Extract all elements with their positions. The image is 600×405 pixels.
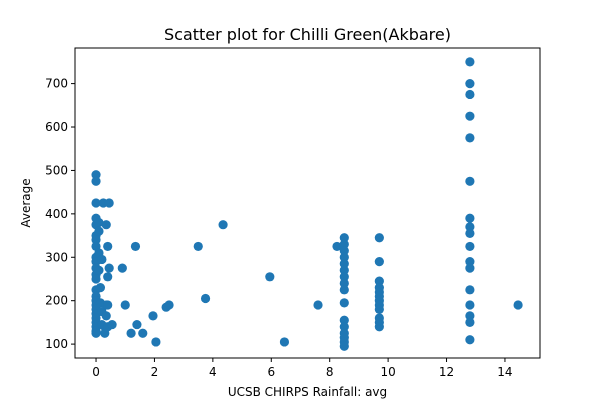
data-point	[339, 272, 349, 282]
y-axis-label: Average	[19, 178, 33, 227]
y-tick-label: 300	[45, 250, 68, 264]
data-point	[339, 285, 349, 295]
data-point	[374, 233, 384, 243]
data-point	[148, 311, 158, 321]
y-tick-label: 400	[45, 207, 68, 221]
data-point	[339, 239, 349, 249]
data-point	[138, 328, 148, 338]
data-point	[374, 276, 384, 286]
data-point	[339, 233, 349, 243]
data-point	[465, 241, 475, 252]
data-point	[91, 170, 101, 180]
data-point	[374, 304, 384, 314]
y-tick-label: 700	[45, 77, 68, 91]
data-point	[339, 341, 349, 351]
data-point	[91, 235, 101, 245]
data-point	[104, 198, 114, 208]
data-point	[465, 335, 475, 345]
data-point	[104, 263, 114, 273]
data-point	[339, 259, 349, 269]
chart-title: Scatter plot for Chilli Green(Akbare)	[164, 25, 451, 44]
data-point	[103, 241, 113, 252]
data-point	[126, 328, 136, 338]
data-point	[97, 254, 107, 265]
data-point	[132, 319, 142, 330]
y-tick-label: 600	[45, 120, 68, 134]
data-point	[120, 300, 130, 310]
x-tick-label: 8	[326, 365, 334, 379]
x-tick-label: 14	[497, 365, 512, 379]
data-point	[339, 246, 349, 256]
data-point	[465, 311, 475, 321]
data-point	[339, 298, 349, 308]
x-tick-label: 10	[380, 365, 395, 379]
data-point	[339, 278, 349, 288]
data-point	[117, 263, 127, 273]
data-point	[94, 217, 104, 228]
x-tick-label: 0	[92, 365, 100, 379]
data-point	[279, 337, 290, 347]
data-point	[91, 274, 101, 284]
data-point	[374, 257, 384, 267]
data-point	[164, 300, 174, 310]
data-point	[107, 319, 117, 330]
data-point	[91, 198, 101, 208]
y-tick-label: 500	[45, 163, 68, 177]
data-point	[95, 283, 106, 293]
x-axis-label: UCSB CHIRPS Rainfall: avg	[228, 385, 387, 399]
data-point	[94, 226, 104, 236]
data-point	[200, 293, 211, 304]
data-point	[101, 220, 111, 230]
data-point	[513, 300, 523, 310]
data-point	[130, 241, 141, 252]
data-point	[465, 213, 475, 223]
y-tick-label: 100	[45, 337, 68, 351]
data-point	[332, 241, 342, 252]
data-point	[465, 79, 475, 89]
data-point	[265, 272, 275, 282]
y-axis-ticks: 100 200 300 400 500 600 700	[45, 77, 75, 351]
data-point	[339, 265, 349, 275]
data-point	[91, 176, 101, 186]
data-point	[465, 263, 475, 273]
data-point	[94, 265, 104, 275]
data-point	[465, 111, 475, 121]
data-point	[193, 241, 203, 252]
y-tick-label: 200	[45, 294, 68, 308]
data-point	[465, 89, 475, 100]
data-point	[339, 315, 349, 325]
data-point	[151, 337, 161, 347]
data-point	[465, 285, 475, 295]
data-point	[465, 222, 475, 232]
x-tick-label: 6	[267, 365, 275, 379]
x-tick-label: 12	[439, 365, 454, 379]
data-point	[465, 228, 475, 238]
data-points	[91, 57, 523, 351]
data-point	[465, 300, 475, 310]
plot-area-frame	[74, 47, 541, 359]
data-point	[339, 322, 349, 332]
data-point	[465, 317, 475, 327]
data-point	[218, 220, 228, 230]
data-point	[465, 257, 475, 267]
data-point	[465, 133, 475, 143]
data-point	[374, 322, 384, 332]
data-point	[103, 272, 113, 282]
data-point	[91, 328, 101, 338]
data-point	[103, 300, 113, 310]
x-axis-ticks: 0 2 4 6 8 10 12 14	[92, 358, 513, 379]
x-tick-label: 4	[209, 365, 217, 379]
data-point	[465, 176, 475, 186]
data-point	[465, 57, 475, 67]
data-point	[339, 252, 349, 262]
x-tick-label: 2	[151, 365, 159, 379]
data-point	[313, 300, 323, 310]
data-point	[101, 311, 111, 321]
